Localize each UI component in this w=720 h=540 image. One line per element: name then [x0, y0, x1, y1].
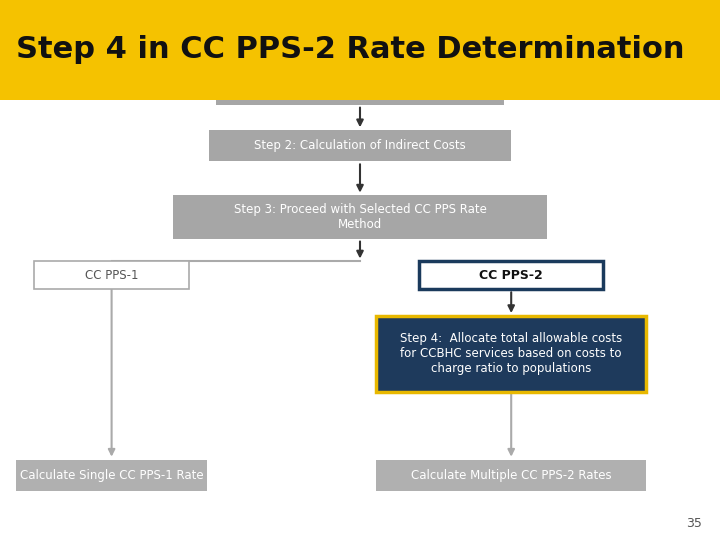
FancyBboxPatch shape [216, 73, 504, 105]
FancyBboxPatch shape [173, 195, 547, 239]
Text: 35: 35 [686, 517, 702, 530]
FancyBboxPatch shape [419, 261, 603, 289]
FancyBboxPatch shape [35, 261, 189, 289]
FancyBboxPatch shape [376, 460, 647, 491]
Text: Step 3: Proceed with Selected CC PPS Rate
Method: Step 3: Proceed with Selected CC PPS Rat… [233, 203, 487, 231]
Text: Step 2: Calculation of Indirect Costs: Step 2: Calculation of Indirect Costs [254, 139, 466, 152]
FancyBboxPatch shape [209, 130, 511, 161]
Text: CC PPS-2: CC PPS-2 [480, 269, 543, 282]
Text: Calculate Multiple CC PPS-2 Rates: Calculate Multiple CC PPS-2 Rates [411, 469, 611, 482]
Text: CC PPS-1: CC PPS-1 [85, 269, 138, 282]
Text: Step 4:  Allocate total allowable costs
for CCBHC services based on costs to
cha: Step 4: Allocate total allowable costs f… [400, 332, 622, 375]
FancyBboxPatch shape [16, 460, 207, 491]
FancyBboxPatch shape [376, 316, 647, 392]
Bar [0, 0, 720, 100]
Text: Calculate Single CC PPS-1 Rate: Calculate Single CC PPS-1 Rate [19, 469, 204, 482]
Text: Step 4 in CC PPS-2 Rate Determination: Step 4 in CC PPS-2 Rate Determination [16, 36, 684, 64]
Text: Step 1: Calculation of Direct Costs: Step 1: Calculation of Direct Costs [258, 83, 462, 96]
